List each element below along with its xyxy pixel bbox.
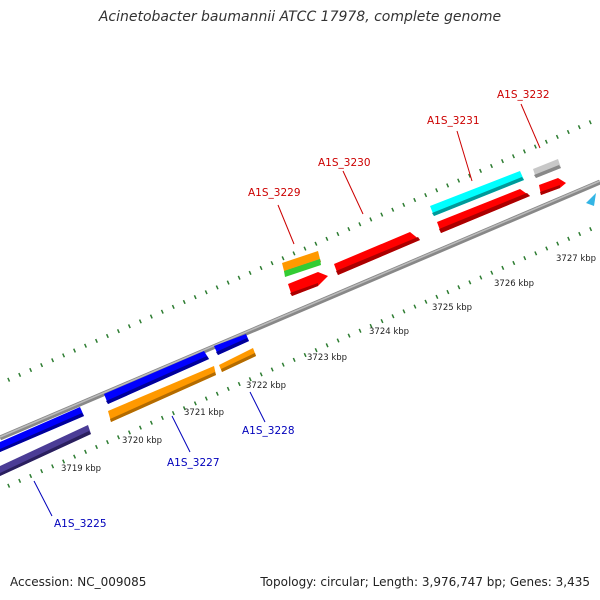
feature-a1s-3232-red[interactable] (539, 178, 566, 195)
map-title: Acinetobacter baumannii ATCC 17978, comp… (98, 9, 502, 25)
kbp-label: 3726 kbp (494, 279, 534, 289)
gene-label-a1s-3230[interactable]: A1S_3230 (318, 157, 371, 169)
feature-lightblue-edge[interactable] (586, 193, 596, 206)
gene-label-a1s-3227[interactable]: A1S_3227 (167, 457, 220, 469)
genome-summary-text: Topology: circular; Length: 3,976,747 bp… (260, 575, 590, 589)
genome-backbone (0, 179, 600, 441)
feature-green-top[interactable] (284, 259, 321, 277)
feature-blue-left[interactable] (0, 407, 84, 452)
kbp-label: 3723 kbp (307, 353, 347, 363)
kbp-label: 3722 kbp (246, 381, 286, 391)
kbp-label: 3719 kbp (61, 464, 101, 474)
feature-a1s-3230[interactable] (334, 232, 420, 275)
gene-label-a1s-3232[interactable]: A1S_3232 (497, 89, 550, 101)
tick-row-top (7, 116, 600, 382)
feature-a1s-3232-gray[interactable] (533, 159, 561, 178)
gene-label-a1s-3228[interactable]: A1S_3228 (242, 425, 295, 437)
feature-blue-small[interactable] (214, 334, 249, 355)
leader-lines (33, 103, 541, 517)
kbp-label: 3727 kbp (556, 254, 596, 264)
feature-a1s-3228[interactable] (219, 348, 256, 372)
feature-a1s-3231-cyan[interactable] (430, 171, 524, 216)
kbp-label: 3724 kbp (369, 327, 409, 337)
feature-a1s-3231-red[interactable] (437, 189, 530, 233)
feature-a1s-3229[interactable] (288, 272, 328, 296)
feature-a1s-3227[interactable] (108, 366, 216, 422)
feature-a1s-3225[interactable] (0, 425, 91, 476)
kbp-label: 3721 kbp (184, 408, 224, 418)
kbp-label: 3720 kbp (122, 436, 162, 446)
kbp-label: 3725 kbp (432, 303, 472, 313)
accession-text: Accession: NC_009085 (10, 575, 147, 589)
feature-blue-upper[interactable] (104, 351, 209, 404)
gene-label-a1s-3231[interactable]: A1S_3231 (427, 115, 480, 127)
gene-label-a1s-3225[interactable]: A1S_3225 (54, 518, 107, 530)
gene-label-a1s-3229[interactable]: A1S_3229 (248, 187, 301, 199)
